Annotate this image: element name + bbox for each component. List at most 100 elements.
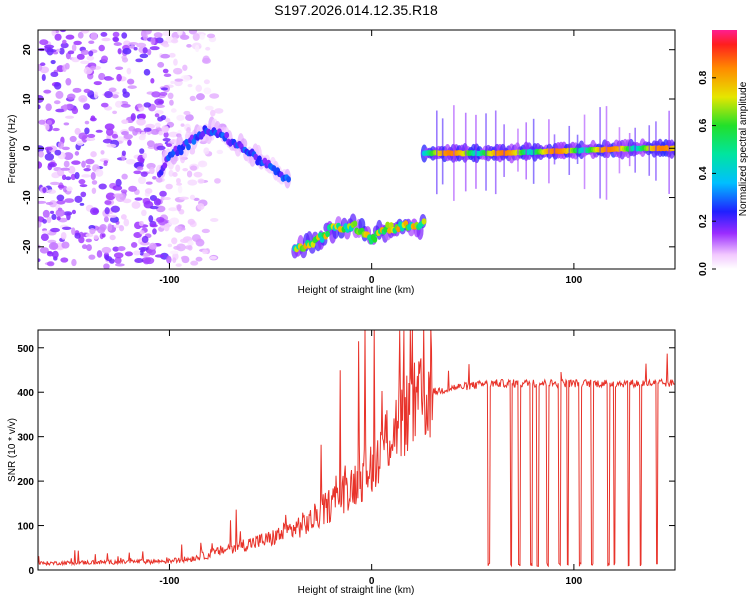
noise-blob <box>175 263 182 267</box>
noise-blob <box>139 230 145 235</box>
noise-blob <box>150 37 156 45</box>
noise-blob <box>150 128 160 135</box>
noise-blob <box>210 109 216 117</box>
noise-blob <box>67 165 76 174</box>
noise-blob <box>120 189 128 194</box>
noise-blob <box>80 191 87 198</box>
noise-blob <box>42 209 50 218</box>
noise-blob <box>158 130 163 136</box>
noise-blob <box>176 177 181 184</box>
noise-blob <box>86 55 95 61</box>
noise-blob <box>174 225 183 233</box>
noise-blob <box>95 169 104 177</box>
noise-blob <box>66 212 71 221</box>
noise-blob <box>104 90 113 99</box>
noise-blob <box>55 90 64 99</box>
spectrogram-plot-area <box>38 30 675 269</box>
noise-blob <box>153 32 163 38</box>
noise-blob <box>152 176 157 180</box>
noise-blob <box>81 160 86 168</box>
ridge-core <box>184 138 190 146</box>
noise-blob <box>39 62 46 67</box>
noise-blob <box>156 145 166 151</box>
noise-blob <box>153 198 161 206</box>
noise-blob <box>71 107 79 115</box>
noise-blob <box>106 143 117 148</box>
noise-blob <box>135 58 144 63</box>
noise-blob <box>103 160 109 164</box>
noise-blob <box>116 73 122 82</box>
noise-blob <box>100 32 108 37</box>
noise-blob <box>121 32 128 39</box>
noise-blob <box>89 227 96 235</box>
noise-blob <box>149 46 160 51</box>
noise-blob <box>203 79 210 85</box>
snr-series-line <box>38 330 675 568</box>
noise-blob <box>209 93 220 99</box>
ridge-core <box>325 230 330 238</box>
noise-blob <box>182 64 188 71</box>
noise-blob <box>142 152 147 159</box>
noise-blob <box>143 127 152 132</box>
noise-blob <box>105 77 115 81</box>
noise-blob <box>177 129 182 135</box>
noise-blob <box>109 234 116 241</box>
noise-blob <box>71 209 76 215</box>
noise-blob <box>133 47 138 51</box>
noise-blob <box>170 108 177 113</box>
noise-blob <box>122 198 132 204</box>
noise-blob <box>56 194 65 201</box>
noise-blob <box>160 53 171 59</box>
noise-blob <box>85 158 95 165</box>
noise-blob <box>123 218 130 227</box>
noise-blob <box>159 190 167 197</box>
noise-blob <box>88 40 95 45</box>
x-tick-label: -100 <box>159 275 179 286</box>
noise-blob <box>84 127 90 135</box>
noise-blob <box>163 131 169 138</box>
noise-blob <box>187 83 193 88</box>
noise-blob <box>38 119 46 125</box>
noise-blob <box>38 64 43 72</box>
noise-blob <box>46 251 54 257</box>
noise-blob <box>91 180 98 185</box>
noise-blob <box>76 140 84 146</box>
noise-blob <box>203 147 210 155</box>
noise-blob <box>115 100 123 108</box>
noise-blob <box>168 218 174 225</box>
noise-blob <box>54 33 62 41</box>
noise-blob <box>57 141 64 149</box>
noise-blob <box>168 131 179 138</box>
noise-blob <box>84 120 90 125</box>
noise-blob <box>101 246 112 254</box>
noise-blob <box>105 192 116 201</box>
noise-blob <box>102 138 113 144</box>
noise-blob <box>90 115 96 121</box>
noise-blob <box>87 133 96 139</box>
noise-blob <box>183 110 191 116</box>
noise-blob <box>112 185 123 191</box>
noise-blob <box>59 47 65 55</box>
noise-blob <box>90 32 98 41</box>
noise-blob <box>55 48 61 52</box>
figure-title: S197.2026.014.12.35.R18 <box>274 2 438 18</box>
noise-blob <box>127 139 132 146</box>
noise-blob <box>143 68 151 76</box>
noise-blob <box>74 195 83 203</box>
noise-blob <box>189 165 198 171</box>
noise-blob <box>177 30 183 36</box>
ridge-core <box>372 236 378 243</box>
noise-blob <box>44 146 53 151</box>
noise-blob <box>46 47 54 56</box>
noise-blob <box>64 198 75 203</box>
noise-blob <box>61 174 67 181</box>
y-tick-label: 100 <box>17 522 34 533</box>
noise-blob <box>114 263 125 267</box>
noise-blob <box>83 103 91 110</box>
ridge-core <box>387 227 392 234</box>
noise-blob <box>147 48 152 56</box>
noise-blob <box>134 257 144 264</box>
noise-blob <box>65 115 75 119</box>
noise-blob <box>65 78 72 86</box>
noise-blob <box>141 235 149 244</box>
